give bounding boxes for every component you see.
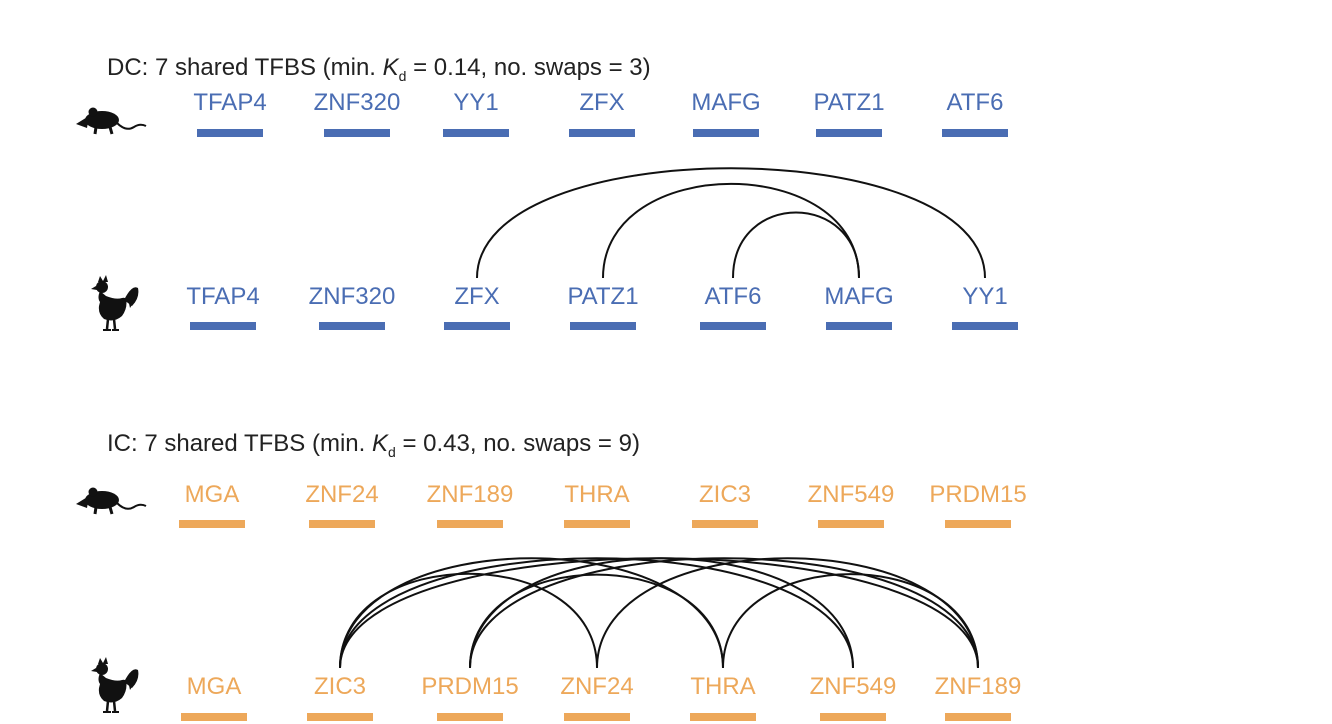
- dc-mouse-tfbs-bar-yy1: [443, 129, 509, 137]
- dc-mouse-tfbs-bar-atf6: [942, 129, 1008, 137]
- ic-mouse-tfbs-bar-thra: [564, 520, 630, 528]
- dc-title-suffix: = 0.14, no. swaps = 3): [406, 54, 651, 81]
- dc-mouse-tfbs-bar-patz1: [816, 129, 882, 137]
- ic-title-sub: d: [388, 443, 396, 460]
- dc-title-prefix: DC: 7 shared TFBS (min.: [107, 54, 383, 81]
- dc-chicken-label-tfap4: TFAP4: [186, 283, 259, 310]
- ic-chicken-label-znf549: ZNF549: [810, 673, 897, 700]
- ic-swap-arc-prdm15-znf549: [469, 557, 854, 669]
- ic-swap-arc-znf24-znf189: [596, 557, 979, 669]
- dc-mouse-label-atf6: ATF6: [947, 89, 1004, 116]
- dc-swap-arc-zfx-yy1: [476, 167, 986, 279]
- ic-swap-arc-prdm15-znf189: [469, 557, 979, 669]
- mouse-icon: [74, 106, 148, 136]
- dc-panel-title: DC: 7 shared TFBS (min. Kd = 0.14, no. s…: [107, 54, 651, 84]
- tfbs-rows: TFAP4 ZNF320 YY1 ZFX MAFG PATZ1 ATF6 TFAP4 ZNF32…: [179, 89, 1027, 721]
- mouse-icon: [74, 486, 148, 516]
- ic-mouse-label-znf24: ZNF24: [305, 481, 378, 508]
- dc-chicken-tfbs-bar-zfx: [444, 322, 510, 330]
- ic-mouse-tfbs-bar-mga: [179, 520, 245, 528]
- swap-arcs: [339, 167, 986, 669]
- ic-chicken-tfbs-bar-mga: [181, 713, 247, 721]
- dc-mouse-label-patz1: PATZ1: [813, 89, 884, 116]
- ic-chicken-tfbs-bar-prdm15: [437, 713, 503, 721]
- dc-chicken-label-atf6: ATF6: [705, 283, 762, 310]
- ic-mouse-tfbs-bar-prdm15: [945, 520, 1011, 528]
- ic-mouse-label-mga: MGA: [185, 481, 240, 508]
- ic-swap-arc-zic3-thra: [339, 557, 724, 669]
- ic-chicken-label-zic3: ZIC3: [314, 673, 366, 700]
- ic-mouse-tfbs-bar-zic3: [692, 520, 758, 528]
- ic-chicken-tfbs-bar-znf189: [945, 713, 1011, 721]
- dc-chicken-label-zfx: ZFX: [454, 283, 499, 310]
- dc-chicken-label-mafg: MAFG: [824, 283, 893, 310]
- ic-chicken-tfbs-bar-znf549: [820, 713, 886, 721]
- dc-mouse-label-mafg: MAFG: [691, 89, 760, 116]
- ic-mouse-tfbs-bar-znf189: [437, 520, 503, 528]
- ic-chicken-label-mga: MGA: [187, 673, 242, 700]
- ic-mouse-label-znf189: ZNF189: [427, 481, 514, 508]
- ic-title-k: K: [371, 430, 388, 457]
- dc-swap-arc-atf6-mafg: [732, 211, 860, 279]
- ic-chicken-tfbs-bar-zic3: [307, 713, 373, 721]
- dc-chicken-label-yy1: YY1: [962, 283, 1007, 310]
- ic-mouse-tfbs-bar-znf549: [818, 520, 884, 528]
- ic-mouse-label-prdm15: PRDM15: [929, 481, 1026, 508]
- dc-title-sub: d: [398, 67, 407, 84]
- dc-mouse-tfbs-bar-zfx: [569, 129, 635, 137]
- dc-title-k: K: [382, 54, 399, 81]
- ic-mouse-label-thra: THRA: [564, 481, 629, 508]
- ic-chicken-label-znf189: ZNF189: [935, 673, 1022, 700]
- ic-title-suffix: = 0.43, no. swaps = 9): [395, 430, 640, 457]
- dc-mouse-label-zfx: ZFX: [579, 89, 624, 116]
- dc-mouse-label-znf320: ZNF320: [314, 89, 401, 116]
- dc-mouse-tfbs-bar-mafg: [693, 129, 759, 137]
- ic-mouse-tfbs-bar-znf24: [309, 520, 375, 528]
- dc-chicken-tfbs-bar-znf320: [319, 322, 385, 330]
- ic-panel-title: IC: 7 shared TFBS (min. Kd = 0.43, no. s…: [107, 430, 640, 460]
- dc-chicken-tfbs-bar-patz1: [570, 322, 636, 330]
- ic-swap-arc-zic3-znf549: [339, 557, 854, 669]
- ic-chicken-label-prdm15: PRDM15: [421, 673, 518, 700]
- dc-mouse-tfbs-bar-znf320: [324, 129, 390, 137]
- ic-swap-arc-zic3-znf24: [339, 572, 598, 669]
- ic-swap-arc-thra-znf189: [722, 573, 979, 669]
- chicken-icon: [89, 655, 140, 714]
- ic-chicken-label-thra: THRA: [690, 673, 755, 700]
- dc-chicken-tfbs-bar-atf6: [700, 322, 766, 330]
- ic-chicken-tfbs-bar-thra: [690, 713, 756, 721]
- ic-chicken-label-znf24: ZNF24: [560, 673, 633, 700]
- dc-mouse-tfbs-bar-tfap4: [197, 129, 263, 137]
- ic-mouse-label-zic3: ZIC3: [699, 481, 751, 508]
- ic-swap-arc-zic3-znf189: [339, 557, 979, 669]
- dc-chicken-label-znf320: ZNF320: [309, 283, 396, 310]
- ic-chicken-tfbs-bar-znf24: [564, 713, 630, 721]
- chicken-icon: [89, 273, 140, 332]
- dc-chicken-label-patz1: PATZ1: [567, 283, 638, 310]
- dc-chicken-tfbs-bar-tfap4: [190, 322, 256, 330]
- dc-swap-arc-patz1-mafg: [602, 183, 860, 279]
- ic-mouse-label-znf549: ZNF549: [808, 481, 895, 508]
- dc-chicken-tfbs-bar-mafg: [826, 322, 892, 330]
- dc-mouse-label-tfap4: TFAP4: [193, 89, 266, 116]
- dc-chicken-tfbs-bar-yy1: [952, 322, 1018, 330]
- ic-title-prefix: IC: 7 shared TFBS (min.: [107, 430, 372, 457]
- dc-mouse-label-yy1: YY1: [453, 89, 498, 116]
